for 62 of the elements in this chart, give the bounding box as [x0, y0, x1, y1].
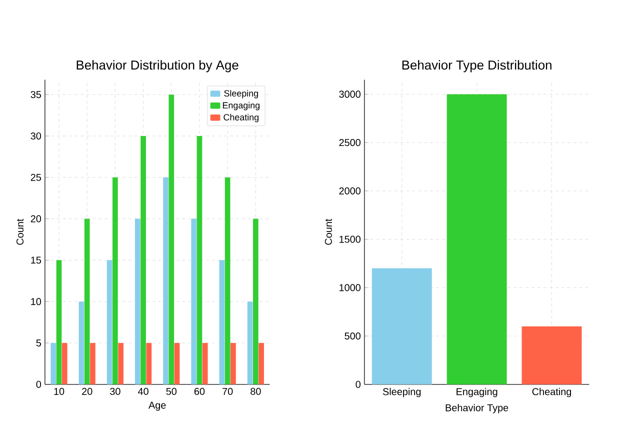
- y-tick-label: 0: [356, 380, 361, 388]
- y-tick-label: 10: [31, 298, 42, 305]
- bar: [372, 268, 432, 384]
- bar: [50, 342, 56, 384]
- bar: [191, 218, 197, 384]
- bar: [118, 342, 124, 384]
- y-tick-label: 30: [30, 132, 42, 140]
- bar: [247, 301, 253, 384]
- y-tick-label: 2000: [339, 187, 361, 194]
- bar: [258, 342, 264, 384]
- x-tick-label: 70: [222, 388, 233, 395]
- chart-title: Behavior Type Distribution: [402, 60, 552, 72]
- bar: [140, 136, 146, 384]
- legend-label: Sleeping: [224, 90, 258, 98]
- bar: [163, 177, 168, 384]
- legend-label: Cheating: [224, 114, 258, 122]
- x-tick-label: 60: [194, 388, 205, 395]
- legend-label: Engaging: [222, 102, 260, 110]
- bar: [112, 177, 118, 384]
- x-tick-label: Sleeping: [382, 388, 421, 398]
- y-axis-title: Count: [16, 218, 24, 245]
- bar: [522, 326, 582, 384]
- x-tick-label: 30: [110, 388, 120, 395]
- y-tick-label: 25: [30, 174, 42, 181]
- bar: [56, 260, 62, 384]
- bar: [253, 218, 258, 384]
- bar: [174, 342, 180, 384]
- x-axis-title: Age: [148, 402, 166, 411]
- bar: [78, 301, 84, 384]
- x-tick-label: Cheating: [532, 388, 572, 398]
- chart-title: Behavior Distribution by Age: [76, 60, 238, 72]
- y-tick-label: 15: [31, 256, 42, 264]
- bar: [219, 260, 225, 384]
- y-tick-label: 3000: [339, 90, 361, 98]
- y-tick-label: 1000: [340, 284, 361, 292]
- bar: [84, 218, 90, 384]
- bar: [224, 177, 230, 384]
- y-axis-title: Count: [324, 218, 332, 245]
- y-tick-label: 2500: [339, 138, 361, 146]
- bar: [196, 136, 202, 384]
- bar: [146, 342, 152, 384]
- bar: [230, 342, 236, 384]
- bar: [134, 218, 140, 384]
- bar: [90, 342, 96, 384]
- y-tick-label: 0: [36, 380, 42, 388]
- x-tick-label: 10: [54, 388, 64, 395]
- bar: [202, 342, 208, 384]
- bar: [168, 94, 174, 384]
- y-tick-label: 35: [30, 90, 42, 98]
- x-axis-title: Behavior Type: [446, 404, 508, 414]
- y-tick-label: 1500: [340, 236, 361, 243]
- x-tick-label: 40: [138, 388, 148, 395]
- y-tick-label: 20: [30, 215, 42, 222]
- bar: [446, 94, 507, 384]
- x-tick-label: 80: [250, 388, 261, 395]
- y-tick-label: 5: [36, 339, 42, 346]
- y-tick-label: 500: [344, 332, 361, 340]
- x-tick-label: Engaging: [456, 388, 498, 398]
- x-tick-label: 20: [82, 388, 92, 395]
- bar: [62, 342, 68, 384]
- bar: [106, 260, 112, 384]
- x-tick-label: 50: [166, 388, 177, 395]
